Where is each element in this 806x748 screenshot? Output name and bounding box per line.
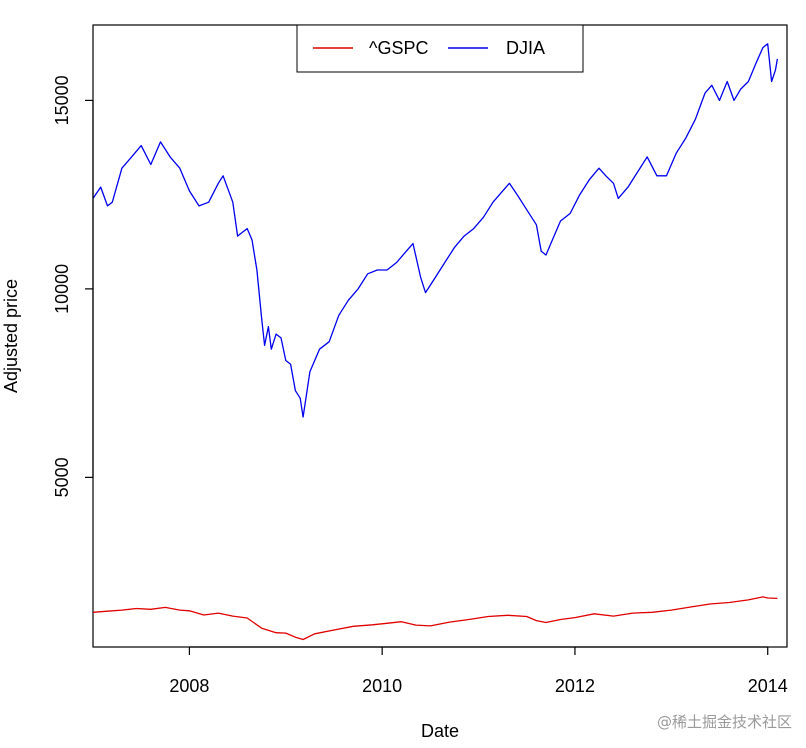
x-tick-label: 2014 — [748, 676, 788, 696]
legend-label-gspc: ^GSPC — [369, 38, 428, 58]
x-axis: 2008 2010 2012 2014 — [169, 646, 788, 696]
x-tick-label: 2008 — [169, 676, 209, 696]
x-tick-label: 2010 — [362, 676, 402, 696]
watermark: @稀土掘金技术社区 — [656, 713, 792, 731]
y-tick-label: 10000 — [52, 264, 72, 314]
y-tick-label: 15000 — [52, 75, 72, 125]
legend-label-djia: DJIA — [506, 38, 545, 58]
y-axis-title: Adjusted price — [1, 279, 21, 393]
y-tick-label: 5000 — [52, 457, 72, 497]
x-tick-label: 2012 — [555, 676, 595, 696]
y-axis: 5000 10000 15000 — [52, 75, 94, 497]
series-line-gspc — [92, 596, 778, 641]
legend: ^GSPC DJIA — [296, 24, 584, 73]
x-axis-title: Date — [421, 721, 459, 741]
series-line-djia — [92, 43, 779, 418]
plot-frame — [92, 24, 788, 648]
series-layer — [92, 43, 779, 641]
